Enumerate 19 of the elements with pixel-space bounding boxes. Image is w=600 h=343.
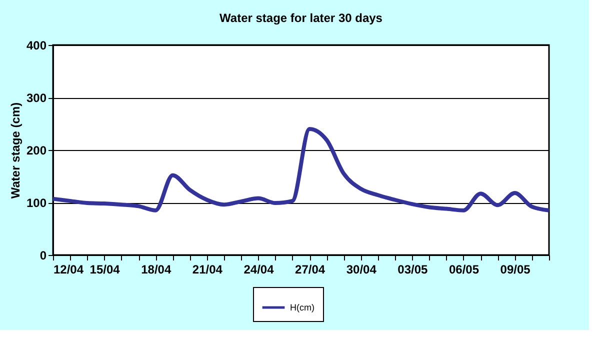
line-series [51, 127, 551, 212]
x-tick-label: 30/04 [346, 262, 377, 276]
y-tick-label: 0 [40, 248, 47, 262]
y-tick-label: 300 [26, 91, 47, 105]
y-tick-label: 100 [26, 196, 47, 210]
x-tick-label: 24/04 [244, 262, 274, 276]
y-tick-label: 400 [26, 38, 47, 52]
y-axis-title: Water stage (cm) [8, 102, 22, 199]
x-tick-label: 03/05 [398, 262, 428, 276]
x-tick-label: 12/04 [54, 262, 84, 276]
x-tick-label: 06/05 [448, 262, 480, 276]
legend-label: H(cm) [290, 302, 314, 312]
chart-title: Water stage for later 30 days [220, 11, 383, 25]
x-tick-label: 27/04 [295, 262, 326, 276]
x-tick-label: 15/04 [90, 262, 120, 276]
x-tick-label: 18/04 [141, 262, 172, 276]
x-tick-label: 21/04 [192, 262, 223, 276]
x-tick-label: 09/05 [500, 262, 531, 276]
y-tick-label: 200 [26, 144, 47, 158]
